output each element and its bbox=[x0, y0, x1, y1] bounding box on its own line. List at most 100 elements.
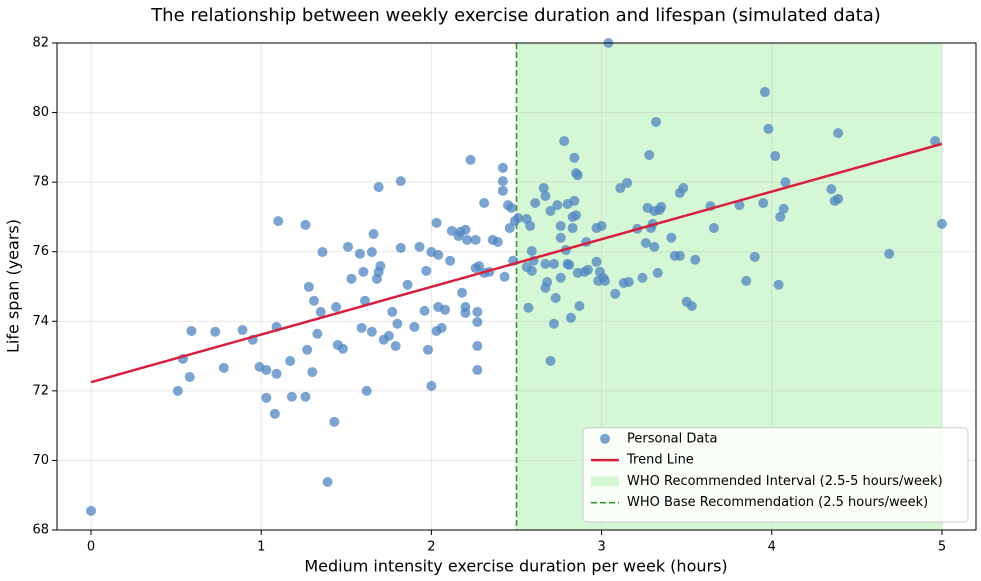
data-point bbox=[666, 232, 677, 243]
data-point bbox=[582, 264, 593, 275]
data-point bbox=[186, 326, 197, 337]
plot-frame bbox=[56, 42, 977, 531]
data-point bbox=[472, 316, 483, 327]
data-point bbox=[361, 385, 372, 396]
data-point bbox=[184, 371, 195, 382]
data-point bbox=[460, 302, 471, 313]
data-point bbox=[395, 242, 406, 253]
data-point bbox=[530, 198, 541, 209]
y-tick-label: 70 bbox=[32, 453, 49, 468]
data-point bbox=[390, 340, 401, 351]
data-point bbox=[555, 272, 566, 283]
data-point bbox=[499, 271, 510, 282]
data-point bbox=[526, 265, 537, 276]
data-point bbox=[936, 218, 947, 229]
data-point bbox=[775, 211, 786, 222]
y-tick-label: 78 bbox=[32, 175, 49, 190]
data-point bbox=[426, 380, 437, 391]
data-point bbox=[649, 241, 660, 252]
data-point bbox=[366, 326, 377, 337]
data-point bbox=[322, 476, 333, 487]
data-point bbox=[474, 260, 485, 271]
data-point bbox=[637, 272, 648, 283]
data-point bbox=[479, 198, 490, 209]
data-point bbox=[237, 324, 248, 335]
data-point bbox=[317, 247, 328, 258]
data-point bbox=[261, 392, 272, 403]
data-point bbox=[833, 128, 844, 139]
data-point bbox=[431, 217, 442, 228]
data-point bbox=[285, 355, 296, 366]
data-point bbox=[368, 228, 379, 239]
data-point bbox=[331, 302, 342, 313]
data-point bbox=[472, 306, 483, 317]
trend-line bbox=[90, 142, 943, 384]
data-point bbox=[358, 266, 369, 277]
data-point bbox=[538, 183, 549, 194]
data-point bbox=[569, 152, 580, 163]
data-point bbox=[329, 416, 340, 427]
data-point bbox=[315, 306, 326, 317]
data-point bbox=[565, 312, 576, 323]
data-point bbox=[312, 328, 323, 339]
data-point bbox=[569, 195, 580, 206]
data-point bbox=[826, 184, 837, 195]
data-point bbox=[610, 288, 621, 299]
data-point bbox=[273, 216, 284, 227]
data-point bbox=[651, 116, 662, 127]
data-point bbox=[773, 279, 784, 290]
data-point bbox=[269, 408, 280, 419]
data-point bbox=[559, 136, 570, 147]
legend-marker bbox=[600, 433, 610, 444]
chart-title: The relationship between weekly exercise… bbox=[150, 5, 881, 26]
data-point bbox=[564, 259, 575, 270]
x-tick-label: 2 bbox=[427, 540, 435, 555]
data-point bbox=[356, 322, 367, 333]
data-point bbox=[261, 364, 272, 375]
data-point bbox=[759, 87, 770, 98]
data-point bbox=[86, 505, 97, 516]
data-point bbox=[622, 177, 633, 188]
legend-label: WHO Recommended Interval (2.5-5 hours/we… bbox=[627, 474, 943, 489]
legend-marker bbox=[591, 476, 619, 487]
data-point bbox=[337, 343, 348, 354]
data-point bbox=[440, 304, 451, 315]
data-point bbox=[552, 200, 563, 211]
data-point bbox=[465, 154, 476, 165]
data-point bbox=[366, 247, 377, 258]
data-point bbox=[571, 210, 582, 221]
y-tick-label: 76 bbox=[32, 244, 49, 259]
data-point bbox=[436, 322, 447, 333]
data-point bbox=[833, 193, 844, 204]
data-point bbox=[778, 203, 789, 214]
data-point bbox=[375, 260, 386, 271]
data-point bbox=[644, 150, 655, 161]
data-point bbox=[360, 295, 371, 306]
data-point bbox=[555, 220, 566, 231]
x-tick-label: 4 bbox=[768, 540, 776, 555]
y-tick-label: 74 bbox=[32, 314, 49, 329]
data-point bbox=[615, 183, 626, 194]
data-point bbox=[497, 162, 508, 173]
data-point bbox=[690, 254, 701, 265]
x-axis-label: Medium intensity exercise duration per w… bbox=[304, 557, 727, 576]
legend: Personal Data Trend Line WHO Recommended I… bbox=[582, 427, 969, 523]
data-point bbox=[286, 391, 297, 402]
x-tick-label: 3 bbox=[597, 540, 605, 555]
data-point bbox=[572, 170, 583, 181]
data-point bbox=[652, 267, 663, 278]
data-point bbox=[686, 300, 697, 311]
data-point bbox=[548, 258, 559, 269]
y-tick-label: 80 bbox=[32, 105, 49, 120]
data-point bbox=[387, 306, 398, 317]
data-point bbox=[526, 246, 537, 257]
data-point bbox=[300, 219, 311, 230]
data-point bbox=[678, 183, 689, 194]
data-point bbox=[506, 202, 517, 213]
data-point bbox=[457, 287, 468, 298]
data-point bbox=[300, 391, 311, 402]
data-point bbox=[770, 151, 781, 162]
data-point bbox=[346, 273, 357, 284]
data-point bbox=[540, 282, 551, 293]
